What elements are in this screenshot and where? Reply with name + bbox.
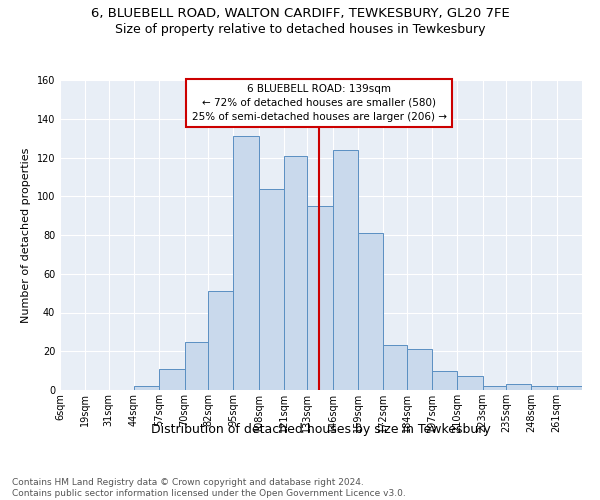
Text: Size of property relative to detached houses in Tewkesbury: Size of property relative to detached ho… xyxy=(115,22,485,36)
Text: 6, BLUEBELL ROAD, WALTON CARDIFF, TEWKESBURY, GL20 7FE: 6, BLUEBELL ROAD, WALTON CARDIFF, TEWKES… xyxy=(91,8,509,20)
Bar xyxy=(557,386,582,390)
Bar xyxy=(185,342,208,390)
Text: 6 BLUEBELL ROAD: 139sqm
← 72% of detached houses are smaller (580)
25% of semi-d: 6 BLUEBELL ROAD: 139sqm ← 72% of detache… xyxy=(191,84,446,122)
Bar xyxy=(457,376,482,390)
Text: Distribution of detached houses by size in Tewkesbury: Distribution of detached houses by size … xyxy=(151,422,491,436)
Bar xyxy=(134,386,160,390)
Bar xyxy=(532,386,557,390)
Bar xyxy=(383,346,407,390)
Bar xyxy=(233,136,259,390)
Bar xyxy=(160,368,185,390)
Bar xyxy=(259,188,284,390)
Y-axis label: Number of detached properties: Number of detached properties xyxy=(21,148,31,322)
Bar xyxy=(506,384,532,390)
Bar xyxy=(307,206,332,390)
Bar xyxy=(407,350,432,390)
Bar xyxy=(208,291,233,390)
Bar xyxy=(358,233,383,390)
Bar xyxy=(332,150,358,390)
Bar xyxy=(482,386,506,390)
Text: Contains HM Land Registry data © Crown copyright and database right 2024.
Contai: Contains HM Land Registry data © Crown c… xyxy=(12,478,406,498)
Bar xyxy=(284,156,307,390)
Bar xyxy=(432,370,457,390)
